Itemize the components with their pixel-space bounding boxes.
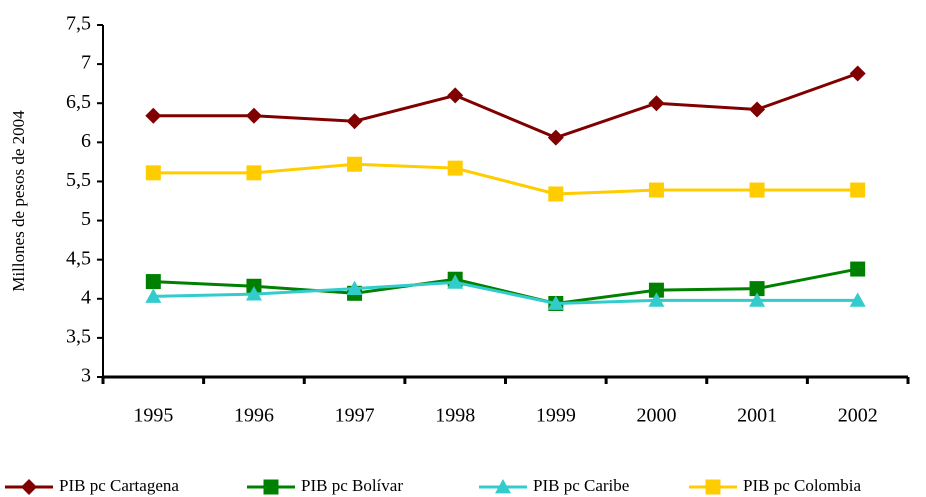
- legend-label: PIB pc Colombia: [743, 476, 862, 495]
- data-point: [849, 292, 866, 307]
- y-axis-title: Millones de pesos de 2004: [9, 110, 28, 292]
- data-point: [245, 286, 262, 301]
- data-point: [850, 182, 866, 198]
- y-tick-label: 3,5: [66, 325, 91, 347]
- data-point: [145, 288, 162, 303]
- data-point: [245, 107, 262, 124]
- legend-label: PIB pc Bolívar: [301, 476, 403, 495]
- y-tick-label: 6: [81, 130, 91, 152]
- x-tick-label: 1996: [234, 405, 274, 427]
- data-point: [849, 65, 866, 82]
- legend-label: PIB pc Cartagena: [59, 476, 179, 495]
- data-point: [547, 129, 564, 146]
- data-point: [648, 182, 664, 198]
- data-point: [547, 295, 564, 310]
- y-tick-label: 5: [81, 208, 91, 230]
- legend-label: PIB pc Caribe: [533, 476, 629, 495]
- series-line: [153, 162, 858, 196]
- data-point: [749, 281, 765, 297]
- series-line: [153, 280, 858, 305]
- data-point: [246, 165, 262, 181]
- data-point: [749, 101, 766, 118]
- data-point: [749, 292, 766, 307]
- data-point: [346, 113, 363, 130]
- x-tick-label: 1998: [435, 405, 475, 427]
- y-tick-label: 3: [81, 365, 91, 387]
- y-tick-label: 6,5: [66, 91, 91, 113]
- x-tick-label: 2000: [636, 405, 676, 427]
- y-tick-label: 7: [81, 52, 91, 74]
- legend-marker: [21, 479, 37, 495]
- data-point: [648, 95, 665, 112]
- data-point: [347, 156, 363, 172]
- series-line: [153, 267, 858, 305]
- x-tick-label: 2002: [838, 405, 878, 427]
- data-point: [145, 107, 162, 124]
- legend-marker: [263, 479, 279, 495]
- data-point: [145, 274, 161, 290]
- data-point: [749, 182, 765, 198]
- legend-marker: [705, 479, 721, 495]
- legend-marker: [495, 479, 511, 494]
- y-tick-label: 4: [81, 286, 91, 308]
- x-tick-label: 1999: [536, 405, 576, 427]
- data-point: [548, 186, 564, 202]
- x-tick-label: 1995: [133, 405, 173, 427]
- data-point: [447, 274, 464, 289]
- y-tick-label: 4,5: [66, 247, 91, 269]
- series-line: [153, 72, 859, 140]
- y-tick-label: 5,5: [66, 169, 91, 191]
- data-point: [850, 261, 866, 277]
- data-point: [447, 160, 463, 176]
- y-tick-label: 7,5: [66, 13, 91, 35]
- data-point: [145, 165, 161, 181]
- data-point: [447, 87, 464, 104]
- x-tick-label: 1997: [335, 405, 375, 427]
- data-point: [648, 282, 664, 298]
- data-point: [648, 292, 665, 307]
- data-point: [346, 280, 363, 296]
- x-tick-label: 2001: [737, 405, 777, 427]
